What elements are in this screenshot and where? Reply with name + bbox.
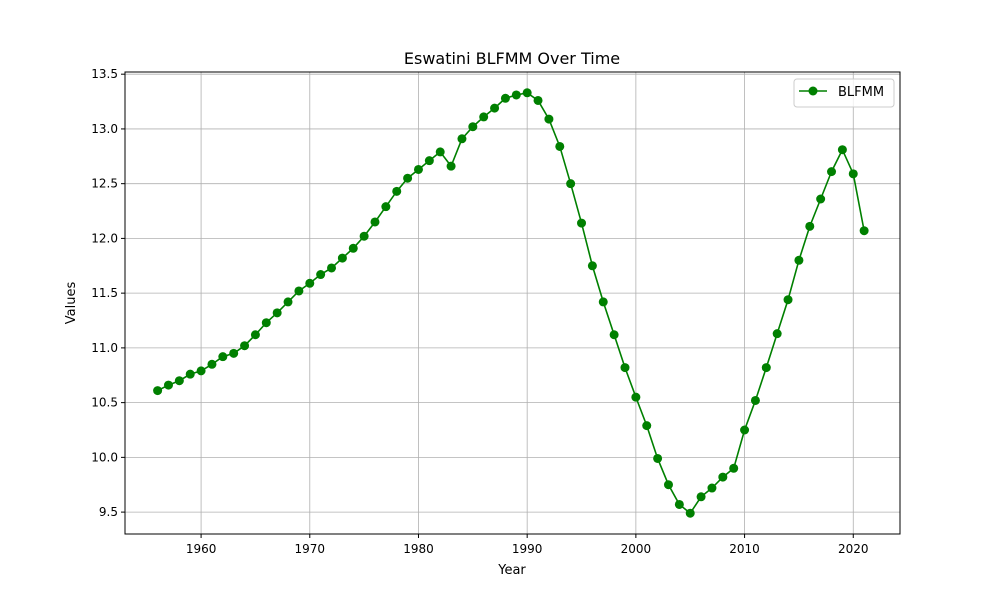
data-point bbox=[196, 366, 206, 376]
data-point bbox=[490, 103, 500, 113]
data-point bbox=[240, 341, 250, 351]
data-point bbox=[305, 278, 315, 288]
data-point bbox=[827, 167, 837, 177]
data-point bbox=[327, 263, 337, 273]
data-point bbox=[718, 472, 728, 482]
data-point bbox=[174, 376, 184, 386]
legend-marker-swatch bbox=[808, 86, 818, 96]
data-point bbox=[750, 395, 760, 405]
y-tick-label: 9.5 bbox=[99, 505, 118, 519]
data-point bbox=[207, 359, 217, 369]
data-point bbox=[403, 173, 413, 183]
data-point bbox=[446, 161, 456, 171]
grid bbox=[125, 72, 900, 534]
data-point bbox=[229, 348, 239, 358]
data-point bbox=[740, 425, 750, 435]
y-tick-label: 12.5 bbox=[91, 177, 118, 191]
data-point bbox=[631, 392, 641, 402]
data-point bbox=[424, 156, 434, 166]
data-point bbox=[674, 499, 684, 509]
legend-box bbox=[793, 78, 895, 108]
data-point bbox=[555, 141, 565, 151]
y-tick-label: 11.5 bbox=[91, 286, 118, 300]
data-point bbox=[163, 380, 173, 390]
x-tick-label: 1960 bbox=[186, 542, 217, 556]
data-point bbox=[479, 112, 489, 122]
data-point bbox=[587, 261, 597, 271]
x-tick-label: 2020 bbox=[838, 542, 869, 556]
series-line-blfmm bbox=[157, 91, 865, 515]
data-point bbox=[370, 217, 380, 227]
data-point bbox=[413, 164, 423, 174]
legend: BLFMM bbox=[793, 78, 895, 108]
data-point bbox=[729, 463, 739, 473]
data-point bbox=[272, 308, 282, 318]
x-axis-ticks: 1960 1970 1980 1990 2000 2010 2020 bbox=[186, 534, 869, 556]
data-point bbox=[468, 122, 478, 132]
data-point bbox=[457, 134, 467, 144]
data-point bbox=[794, 255, 804, 265]
data-point bbox=[772, 329, 782, 339]
data-point bbox=[837, 145, 847, 155]
y-tick-label: 10.0 bbox=[91, 450, 118, 464]
data-point bbox=[359, 231, 369, 241]
data-point bbox=[642, 421, 652, 431]
data-point bbox=[848, 169, 858, 179]
data-point bbox=[153, 386, 163, 396]
data-point bbox=[250, 330, 260, 340]
x-tick-label: 1990 bbox=[512, 542, 543, 556]
data-point bbox=[859, 226, 869, 236]
data-point bbox=[696, 492, 706, 502]
x-tick-label: 1980 bbox=[403, 542, 434, 556]
data-point bbox=[218, 352, 228, 362]
data-point bbox=[283, 297, 293, 307]
data-point bbox=[653, 453, 663, 463]
data-point bbox=[533, 95, 543, 105]
y-axis-label: Values bbox=[64, 282, 79, 325]
x-axis-label: Year bbox=[497, 563, 526, 578]
data-point bbox=[261, 318, 271, 328]
data-point bbox=[381, 202, 391, 212]
data-point bbox=[609, 330, 619, 340]
data-point bbox=[816, 194, 826, 204]
y-tick-label: 11.0 bbox=[91, 341, 118, 355]
data-point bbox=[337, 253, 347, 263]
x-tick-label: 1970 bbox=[295, 542, 326, 556]
plot-frame bbox=[124, 71, 901, 535]
y-tick-label: 13.5 bbox=[91, 67, 118, 81]
y-tick-label: 10.5 bbox=[91, 396, 118, 410]
x-tick-label: 2010 bbox=[729, 542, 760, 556]
x-tick-label: 2000 bbox=[621, 542, 652, 556]
data-point bbox=[435, 147, 445, 157]
data-point bbox=[761, 363, 771, 373]
data-point bbox=[348, 243, 358, 253]
data-point bbox=[566, 179, 576, 189]
data-point bbox=[500, 93, 510, 103]
legend-label: BLFMM bbox=[838, 85, 884, 100]
data-point bbox=[783, 295, 793, 305]
data-point bbox=[707, 483, 717, 493]
data-point bbox=[620, 363, 630, 373]
data-point bbox=[805, 221, 815, 231]
data-point bbox=[685, 508, 695, 518]
data-point bbox=[663, 480, 673, 490]
data-point bbox=[544, 114, 554, 124]
y-tick-label: 13.0 bbox=[91, 122, 118, 136]
data-point bbox=[577, 218, 587, 228]
y-axis-ticks: 9.5 10.0 10.5 11.0 11.5 12.0 12.5 13.0 13.5 bbox=[91, 67, 125, 519]
y-tick-label: 12.0 bbox=[91, 231, 118, 245]
data-point bbox=[511, 90, 521, 100]
series-layer bbox=[153, 88, 869, 518]
data-point bbox=[522, 88, 532, 98]
data-point bbox=[294, 286, 304, 296]
data-point bbox=[392, 186, 402, 196]
data-point bbox=[598, 297, 608, 307]
data-point bbox=[185, 369, 195, 379]
data-point bbox=[316, 270, 326, 280]
chart-title: Eswatini BLFMM Over Time bbox=[404, 49, 620, 68]
